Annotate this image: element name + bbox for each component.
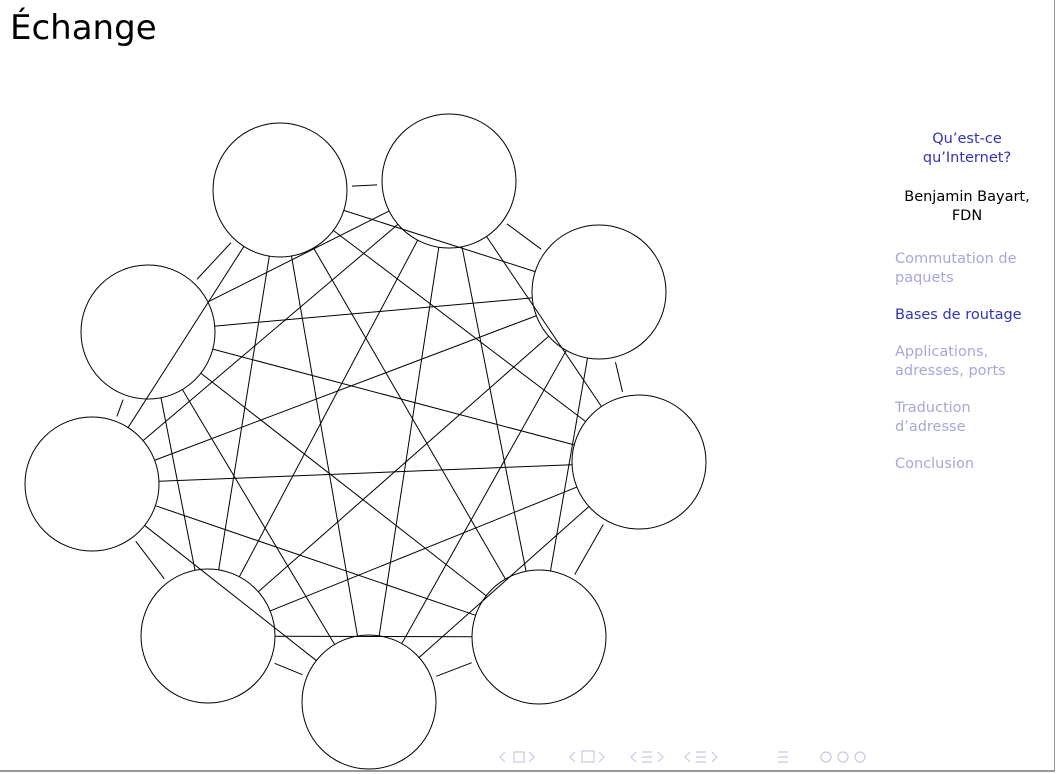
section-link[interactable]: Bases de routage [895, 307, 1022, 323]
link [615, 361, 623, 393]
router-node [301, 634, 437, 770]
router-node [471, 569, 607, 705]
link [333, 230, 586, 422]
link [461, 246, 527, 572]
router-node [212, 122, 348, 258]
link [238, 239, 419, 578]
section-link[interactable]: Commutation de paquets [895, 251, 1017, 286]
link [269, 486, 578, 612]
link [200, 372, 487, 597]
link [181, 389, 336, 645]
link [506, 223, 542, 250]
link [196, 242, 232, 280]
section-list: Commutation de paquets Bases de routage Ap… [888, 250, 1046, 474]
section-link[interactable]: Conclusion [895, 456, 975, 472]
link [274, 635, 473, 638]
link [155, 505, 476, 616]
router-node [571, 394, 707, 530]
router-node [140, 568, 276, 704]
link [401, 350, 567, 644]
router-node [381, 113, 517, 249]
router-node [24, 416, 160, 552]
link [135, 540, 165, 580]
network-diagram [24, 113, 707, 770]
link [214, 297, 533, 327]
slide-title: Échange [10, 8, 157, 48]
section-link[interactable]: Traduction d’adresse [895, 400, 971, 435]
router-node [80, 264, 216, 400]
link [154, 315, 537, 461]
link [436, 662, 472, 677]
link [144, 525, 317, 661]
link [212, 348, 575, 446]
presentation-title: Qu’est-ce qu’Internet? [922, 131, 1012, 166]
link [207, 210, 390, 303]
author: Benjamin Bayart, FDN [904, 189, 1030, 224]
link [218, 256, 270, 570]
link [290, 255, 359, 637]
sidebar: Qu’est-ce qu’Internet? Benjamin Bayart, … [888, 130, 1046, 492]
section-link[interactable]: Applications, adresses, ports [895, 344, 1006, 379]
link [116, 399, 124, 417]
link [486, 236, 602, 407]
router-node [531, 224, 667, 360]
link [142, 223, 399, 442]
link [158, 464, 573, 482]
link [274, 662, 303, 676]
link [313, 247, 506, 580]
link [160, 397, 196, 571]
link [378, 247, 440, 636]
link [574, 524, 604, 575]
link [351, 184, 378, 187]
link [257, 335, 550, 593]
link [127, 246, 245, 428]
link [418, 506, 590, 658]
